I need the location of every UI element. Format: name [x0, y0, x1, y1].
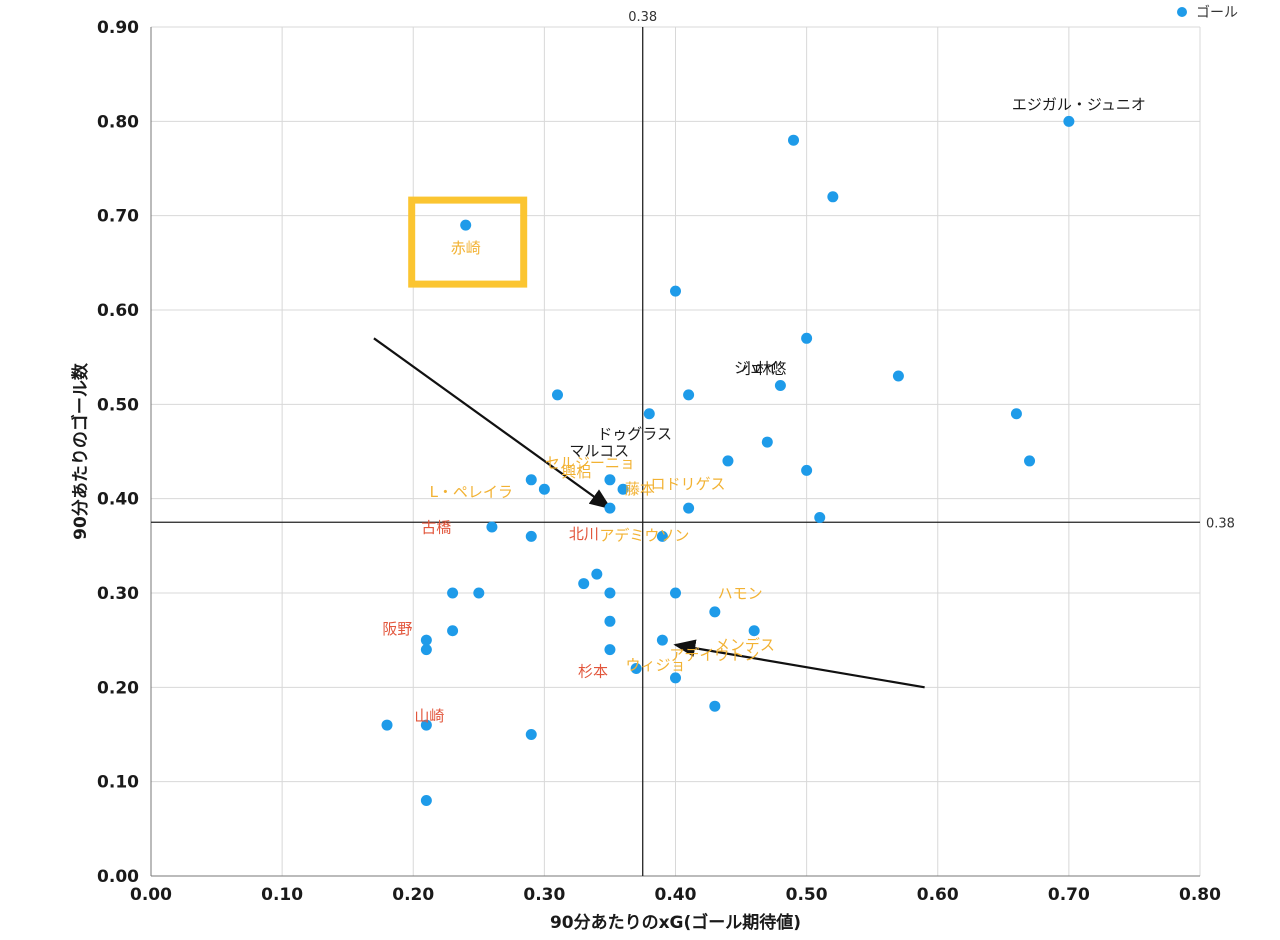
data-point — [447, 625, 459, 637]
data-point — [801, 464, 813, 476]
y-tick-label: 0.30 — [97, 584, 139, 604]
data-label: セルジーニョ — [545, 454, 635, 472]
data-label: ハモン — [718, 585, 763, 603]
data-point — [670, 587, 681, 599]
y-tick-label: 0.70 — [97, 207, 139, 227]
data-point — [1010, 408, 1022, 420]
annotation-arrow — [673, 639, 925, 689]
data-point — [604, 615, 616, 627]
annotation-arrow — [373, 337, 612, 510]
y-tick-label: 0.10 — [97, 773, 139, 793]
data-point — [801, 332, 813, 344]
data-point — [1024, 455, 1036, 467]
data-point — [525, 729, 537, 740]
data-point — [892, 370, 904, 382]
data-point — [420, 644, 432, 656]
y-tick-label: 0.00 — [97, 867, 139, 887]
data-point — [460, 219, 472, 231]
data-point — [538, 483, 550, 495]
data-point — [670, 285, 681, 297]
data-point — [447, 587, 459, 599]
data-point — [525, 474, 537, 486]
data-point — [578, 578, 590, 590]
data-label: 赤崎 — [451, 239, 481, 257]
data-point — [709, 700, 721, 712]
data-label: 藤本 — [625, 480, 655, 498]
data-point — [722, 455, 734, 467]
data-label: エジガル・ジュニオ — [1012, 95, 1146, 113]
x-tick-label: 0.70 — [1048, 885, 1090, 905]
y-tick-label: 0.40 — [97, 490, 139, 510]
data-label: 小林悠 — [741, 359, 786, 377]
data-point — [656, 530, 668, 542]
data-label: 北川 — [569, 525, 599, 543]
x-tick-label: 0.30 — [523, 885, 565, 905]
data-label: ドゥグラス — [597, 425, 672, 443]
data-point — [617, 483, 629, 495]
reference-line-horizontal-label: 0.38 — [1206, 516, 1235, 531]
data-label: 阪野 — [382, 620, 412, 638]
data-point — [420, 795, 432, 807]
x-tick-label: 0.60 — [917, 885, 959, 905]
data-label: アデミウソン — [599, 526, 689, 544]
data-label: L・ペレイラ — [430, 483, 513, 501]
y-tick-label: 0.80 — [97, 112, 139, 132]
data-label: 杉本 — [578, 663, 608, 681]
data-point — [788, 134, 800, 146]
y-tick-label: 0.90 — [97, 18, 139, 38]
data-point — [604, 474, 616, 486]
legend-marker — [1177, 7, 1187, 17]
data-point — [604, 644, 616, 656]
data-point — [381, 719, 393, 731]
x-tick-label: 0.40 — [655, 885, 697, 905]
data-label: 古橋 — [421, 518, 451, 536]
data-point — [683, 389, 695, 401]
data-point — [420, 634, 432, 646]
y-tick-label: 0.20 — [97, 678, 139, 698]
data-point — [670, 672, 681, 684]
x-tick-label: 0.10 — [261, 885, 303, 905]
highlight-box — [408, 196, 528, 288]
data-point — [591, 568, 603, 580]
data-label: マルコス — [569, 442, 629, 460]
data-label: メンデス — [715, 636, 775, 654]
data-label: ロドリゲス — [650, 475, 725, 493]
x-tick-label: 0.50 — [786, 885, 828, 905]
data-label: 興梠 — [561, 463, 591, 481]
data-point — [761, 436, 773, 448]
data-point — [551, 389, 563, 401]
reference-line-vertical-label: 0.38 — [628, 10, 657, 25]
data-point — [525, 530, 537, 542]
x-tick-label: 0.00 — [130, 885, 172, 905]
x-tick-label: 0.20 — [392, 885, 434, 905]
data-point — [604, 502, 616, 514]
data-point — [1063, 115, 1075, 127]
x-tick-label: 0.80 — [1179, 885, 1221, 905]
data-point — [643, 408, 655, 420]
data-point — [604, 587, 616, 599]
y-tick-label: 0.60 — [97, 301, 139, 321]
data-point — [814, 512, 826, 524]
data-point — [486, 521, 498, 533]
y-tick-label: 0.50 — [97, 395, 139, 415]
data-point — [748, 625, 760, 637]
legend-label: ゴール — [1196, 4, 1238, 21]
data-point — [630, 662, 642, 674]
x-axis-title: 90分あたりのxG(ゴール期待値) — [550, 912, 801, 933]
data-label: ジェイ — [734, 358, 779, 376]
data-point — [827, 191, 839, 203]
data-label: 山崎 — [414, 707, 444, 725]
data-point — [473, 587, 485, 599]
data-point — [774, 379, 786, 391]
data-point — [683, 502, 695, 514]
data-point — [420, 719, 432, 731]
data-label: アデイウトン — [669, 646, 759, 664]
y-axis-title: 90分あたりのゴール数 — [70, 362, 91, 540]
data-label: ウィジョ — [625, 656, 685, 674]
data-point — [656, 634, 668, 646]
data-point — [709, 606, 721, 618]
